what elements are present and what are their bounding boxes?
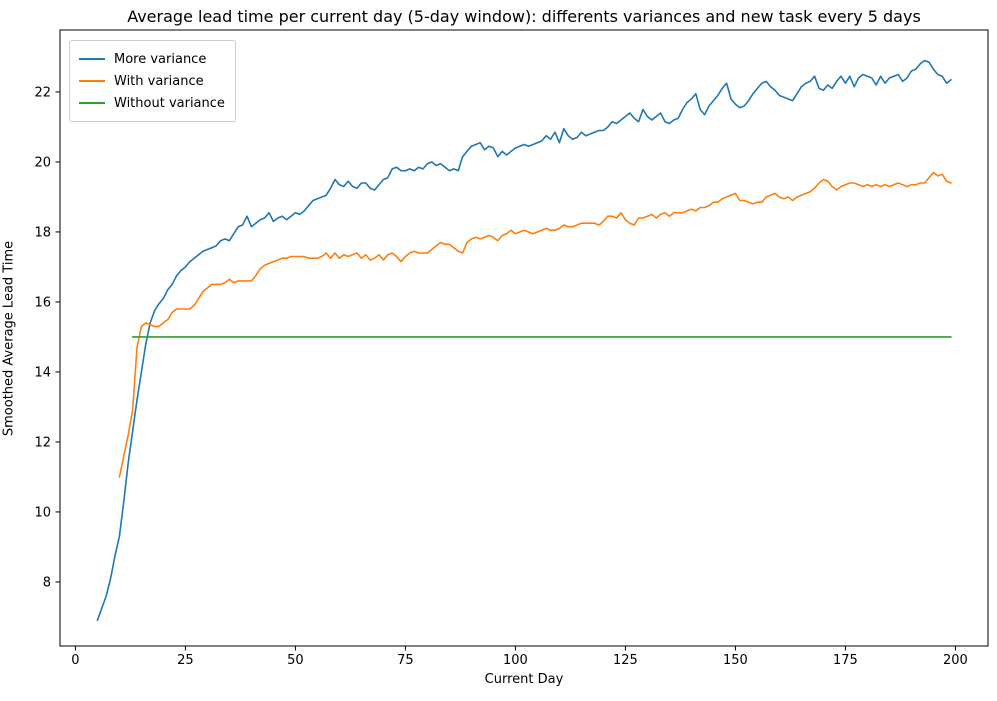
legend: More variance With variance Without vari…: [69, 40, 236, 122]
x-tick-label: 150: [723, 653, 748, 668]
x-tick-label: 100: [503, 653, 528, 668]
line-swatch-icon: [79, 58, 105, 60]
legend-label: More variance: [114, 51, 207, 67]
y-tick-label: 16: [34, 295, 51, 310]
series-line-more-variance: [96, 59, 952, 622]
y-tick-label: 14: [34, 365, 51, 380]
y-tick-label: 20: [34, 155, 51, 170]
line-swatch-icon: [79, 102, 105, 104]
legend-item-more-variance: More variance: [79, 48, 225, 70]
legend-item-without-variance: Without variance: [79, 92, 225, 114]
series-line-with-variance: [118, 171, 952, 478]
y-tick-label: 12: [34, 435, 51, 450]
line-swatch-icon: [79, 80, 105, 82]
y-tick-label: 22: [34, 85, 51, 100]
axes-frame: [59, 29, 989, 647]
x-tick-label: 200: [943, 653, 968, 668]
legend-item-with-variance: With variance: [79, 70, 225, 92]
x-tick-label: 125: [613, 653, 638, 668]
x-tick-label: 175: [833, 653, 858, 668]
x-tick-label: 0: [71, 653, 79, 668]
legend-label: With variance: [114, 73, 204, 89]
chart-title: Average lead time per current day (5-day…: [127, 7, 921, 26]
x-tick-label: 25: [177, 653, 194, 668]
y-axis-label: Smoothed Average Lead Time: [1, 240, 17, 437]
x-tick-label: 75: [397, 653, 414, 668]
x-tick-label: 50: [287, 653, 304, 668]
legend-label: Without variance: [114, 95, 225, 111]
x-axis-label: Current Day: [484, 672, 564, 687]
y-tick-label: 18: [34, 225, 51, 240]
y-tick-label: 10: [34, 505, 51, 520]
y-tick-label: 8: [43, 575, 51, 590]
